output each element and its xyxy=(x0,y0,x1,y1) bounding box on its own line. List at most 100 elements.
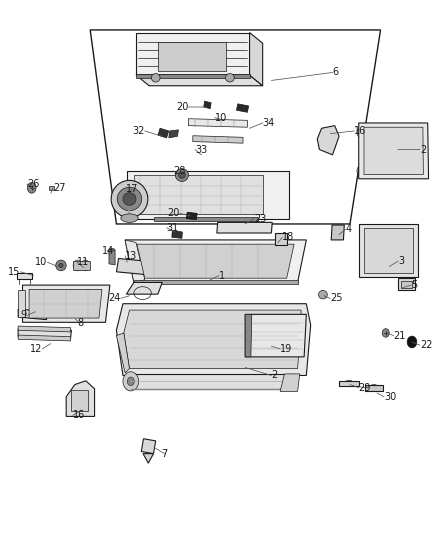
Polygon shape xyxy=(143,454,153,463)
Ellipse shape xyxy=(121,214,138,222)
Text: 13: 13 xyxy=(125,251,138,261)
Text: 30: 30 xyxy=(384,392,396,402)
Polygon shape xyxy=(364,127,424,174)
Polygon shape xyxy=(137,244,294,278)
Polygon shape xyxy=(18,335,71,341)
Text: 15: 15 xyxy=(8,267,20,277)
Polygon shape xyxy=(317,126,339,155)
Polygon shape xyxy=(245,314,306,357)
Text: 28: 28 xyxy=(173,166,186,176)
Polygon shape xyxy=(364,228,413,273)
Text: 7: 7 xyxy=(161,449,168,458)
Text: 12: 12 xyxy=(30,344,42,354)
Polygon shape xyxy=(124,310,301,368)
Polygon shape xyxy=(117,259,147,274)
Text: 17: 17 xyxy=(126,184,138,195)
Text: 4: 4 xyxy=(346,224,352,235)
Polygon shape xyxy=(18,290,25,317)
Text: 19: 19 xyxy=(280,344,293,354)
Text: 20: 20 xyxy=(176,102,188,112)
Text: 23: 23 xyxy=(254,214,266,224)
Bar xyxy=(49,185,54,190)
Polygon shape xyxy=(401,281,412,288)
Text: 25: 25 xyxy=(330,293,343,303)
Text: 22: 22 xyxy=(420,340,432,350)
Text: 26: 26 xyxy=(27,179,39,189)
Polygon shape xyxy=(275,233,287,245)
Text: 29: 29 xyxy=(359,383,371,393)
Text: 5: 5 xyxy=(411,280,417,290)
Ellipse shape xyxy=(123,192,136,205)
Polygon shape xyxy=(250,33,263,86)
Text: 3: 3 xyxy=(398,256,404,266)
Polygon shape xyxy=(73,261,90,270)
Text: 32: 32 xyxy=(132,126,145,136)
Polygon shape xyxy=(359,123,428,179)
Polygon shape xyxy=(127,171,289,219)
Polygon shape xyxy=(193,136,243,143)
Ellipse shape xyxy=(322,131,332,150)
Polygon shape xyxy=(245,314,252,357)
Text: 27: 27 xyxy=(53,183,66,193)
Text: 31: 31 xyxy=(166,223,179,233)
Polygon shape xyxy=(172,231,182,238)
Polygon shape xyxy=(134,175,263,214)
Polygon shape xyxy=(280,374,300,391)
Bar xyxy=(158,42,226,71)
Text: 6: 6 xyxy=(332,68,339,77)
Ellipse shape xyxy=(127,377,134,385)
Ellipse shape xyxy=(59,263,63,268)
Polygon shape xyxy=(186,212,197,220)
Polygon shape xyxy=(339,381,359,386)
Ellipse shape xyxy=(117,187,142,211)
Ellipse shape xyxy=(56,260,66,271)
Text: 33: 33 xyxy=(195,144,207,155)
Ellipse shape xyxy=(111,180,148,217)
Polygon shape xyxy=(153,217,258,221)
Ellipse shape xyxy=(407,336,417,348)
Polygon shape xyxy=(66,381,95,416)
Polygon shape xyxy=(237,104,249,112)
Ellipse shape xyxy=(318,290,327,299)
Polygon shape xyxy=(90,30,381,224)
Polygon shape xyxy=(109,249,115,265)
Polygon shape xyxy=(158,128,169,138)
Text: 20: 20 xyxy=(167,208,180,219)
Ellipse shape xyxy=(226,74,234,82)
Polygon shape xyxy=(17,273,32,279)
Text: 10: 10 xyxy=(35,257,47,267)
Text: 2: 2 xyxy=(272,370,278,381)
Text: 8: 8 xyxy=(77,318,83,328)
Ellipse shape xyxy=(151,74,160,82)
Polygon shape xyxy=(136,33,250,75)
Polygon shape xyxy=(204,101,211,109)
Text: 10: 10 xyxy=(215,112,227,123)
Polygon shape xyxy=(117,304,311,375)
Text: 2: 2 xyxy=(420,144,426,155)
Polygon shape xyxy=(141,439,155,454)
Polygon shape xyxy=(127,282,162,294)
Ellipse shape xyxy=(109,248,115,252)
Ellipse shape xyxy=(27,182,36,193)
Polygon shape xyxy=(169,130,178,138)
Polygon shape xyxy=(398,278,415,290)
Text: 16: 16 xyxy=(354,126,367,136)
Ellipse shape xyxy=(123,372,139,391)
Polygon shape xyxy=(29,289,102,318)
Text: 9: 9 xyxy=(21,310,27,320)
Ellipse shape xyxy=(175,168,188,181)
Text: 14: 14 xyxy=(102,246,114,255)
Polygon shape xyxy=(136,75,263,86)
Polygon shape xyxy=(18,326,71,332)
Text: 21: 21 xyxy=(394,330,406,341)
Text: 16: 16 xyxy=(73,410,85,421)
Polygon shape xyxy=(22,285,110,322)
Polygon shape xyxy=(217,222,272,233)
Polygon shape xyxy=(71,390,88,411)
Polygon shape xyxy=(136,74,250,78)
Text: 24: 24 xyxy=(108,293,121,303)
Text: 18: 18 xyxy=(283,232,295,243)
Polygon shape xyxy=(359,224,418,277)
Polygon shape xyxy=(125,240,306,282)
Polygon shape xyxy=(134,280,297,284)
